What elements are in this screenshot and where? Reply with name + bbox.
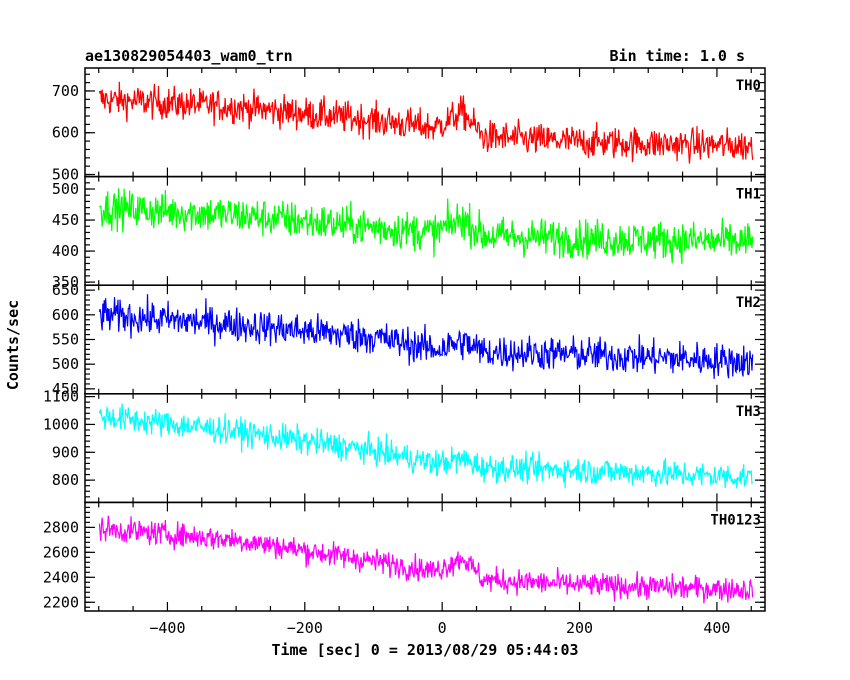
- panel-th2: 450 500 550 600 650 TH2: [52, 281, 766, 398]
- panel-label-th3: TH3: [736, 404, 761, 420]
- panel-label-th0123: TH0123: [710, 512, 761, 528]
- y-tick-label: 2800: [43, 518, 79, 536]
- y-axis-label: Counts/sec: [4, 300, 22, 390]
- y-tick-label: 450: [52, 380, 79, 398]
- series-line-th0123: [98, 515, 754, 604]
- y-tick-label: 2600: [43, 543, 79, 561]
- y-tick-label: 400: [52, 242, 79, 260]
- y-tick-label: 700: [52, 82, 79, 100]
- y-tick-label: 450: [52, 211, 79, 229]
- y-tick-label: 800: [52, 471, 79, 489]
- y-tick-label: 600: [52, 124, 79, 142]
- y-tick-label: 900: [52, 443, 79, 461]
- x-tick-label: 400: [703, 619, 730, 637]
- series-line-th3: [98, 403, 754, 489]
- y-tick-label: 1100: [43, 388, 79, 406]
- panel-label-th1: TH1: [736, 187, 761, 203]
- series-line-th2: [98, 294, 754, 379]
- x-tick-label: −400: [149, 619, 185, 637]
- right-title: Bin time: 1.0 s: [610, 47, 745, 65]
- y-tick-label: 1000: [43, 415, 79, 433]
- y-tick-label: 2200: [43, 593, 79, 611]
- panel-frame: [84, 393, 766, 504]
- x-tick-label: 0: [438, 619, 447, 637]
- panels-group: 500 600 700 TH0 350 400 450 500 TH1 450 500 550 600 6…: [43, 67, 766, 612]
- y-tick-label: 500: [52, 166, 79, 184]
- y-tick-label: 650: [52, 281, 79, 299]
- series-line-th0: [98, 81, 754, 164]
- y-tick-label: 500: [52, 355, 79, 373]
- panel-th0: 500 600 700 TH0: [52, 67, 766, 184]
- left-title: ae130829054403_wam0_trn: [85, 47, 293, 65]
- series-line-th1: [98, 188, 754, 264]
- x-tick-label: 200: [566, 619, 593, 637]
- panel-label-th2: TH2: [736, 295, 761, 311]
- panel-th0123: 2200 2400 2600 2800 TH0123: [43, 501, 766, 612]
- panel-th1: 350 400 450 500 TH1: [52, 175, 766, 291]
- y-tick-label: 350: [52, 273, 79, 291]
- panel-th3: 800 900 1000 1100 TH3: [43, 388, 766, 504]
- y-tick-label: 2400: [43, 568, 79, 586]
- y-tick-label: 500: [52, 180, 79, 198]
- y-tick-label: 550: [52, 331, 79, 349]
- x-axis: −400 −200 0 200 400: [149, 619, 730, 637]
- x-axis-label: Time [sec] 0 = 2013/08/29 05:44:03: [271, 641, 578, 659]
- y-tick-label: 600: [52, 306, 79, 324]
- x-tick-label: −200: [287, 619, 323, 637]
- panel-label-th0: TH0: [736, 78, 761, 94]
- panel-frame: [84, 501, 766, 612]
